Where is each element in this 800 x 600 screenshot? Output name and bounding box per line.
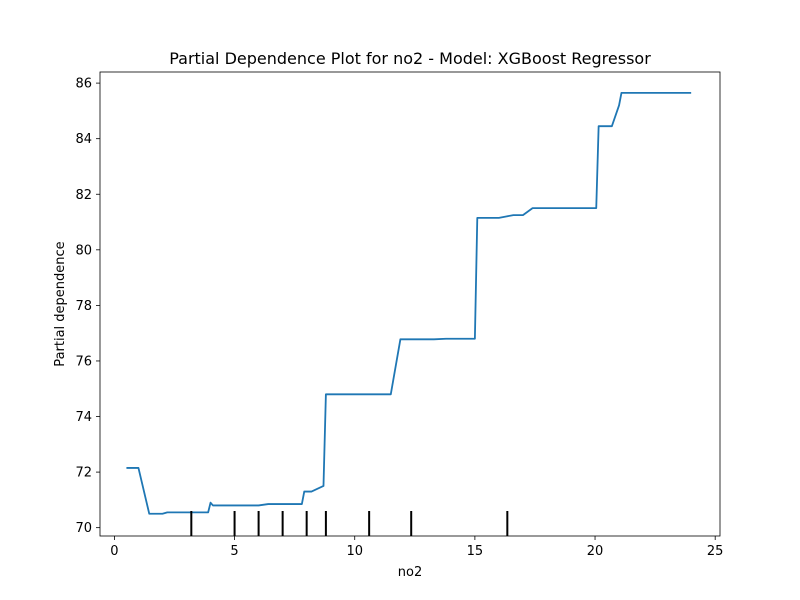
chart-title: Partial Dependence Plot for no2 - Model:… xyxy=(169,49,651,68)
x-tick-label-4: 20 xyxy=(587,544,604,559)
x-tick-label-5: 25 xyxy=(707,544,724,559)
y-tick-label-1: 72 xyxy=(75,466,92,481)
y-tick-label-2: 74 xyxy=(75,410,92,425)
x-tick-label-2: 10 xyxy=(346,544,363,559)
y-axis-label: Partial dependence xyxy=(53,241,68,366)
series-line-0 xyxy=(126,91,692,515)
y-tick-label-0: 70 xyxy=(75,521,92,536)
x-tick-label-0: 0 xyxy=(110,544,118,559)
y-tick-label-6: 82 xyxy=(75,188,92,203)
y-tick-label-4: 78 xyxy=(75,299,92,314)
axes-frame xyxy=(99,71,721,537)
y-tick-label-3: 76 xyxy=(75,354,92,369)
x-axis-label: no2 xyxy=(398,565,422,580)
plot-area: 0 5 10 15 20 25 70 72 74 76 78 80 82 84 86 xyxy=(75,71,724,559)
y-tick-label-7: 84 xyxy=(75,132,92,147)
x-tick-label-1: 5 xyxy=(230,544,238,559)
y-tick-label-8: 86 xyxy=(75,77,92,92)
y-tick-label-5: 80 xyxy=(75,243,92,258)
x-tick-label-3: 15 xyxy=(467,544,484,559)
